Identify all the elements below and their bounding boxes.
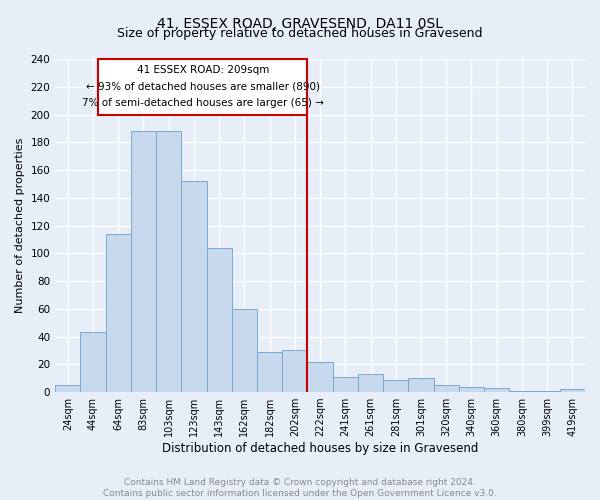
Bar	[80, 332, 106, 392]
Bar	[560, 390, 585, 392]
Text: ← 93% of detached houses are smaller (890): ← 93% of detached houses are smaller (89…	[86, 82, 320, 92]
Bar	[358, 374, 383, 392]
Bar	[106, 234, 131, 392]
Bar	[409, 378, 434, 392]
Text: 41, ESSEX ROAD, GRAVESEND, DA11 0SL: 41, ESSEX ROAD, GRAVESEND, DA11 0SL	[157, 18, 443, 32]
Bar	[307, 362, 332, 392]
Bar	[459, 386, 484, 392]
Bar	[232, 309, 257, 392]
Text: 41 ESSEX ROAD: 209sqm: 41 ESSEX ROAD: 209sqm	[137, 65, 269, 75]
Text: Contains HM Land Registry data © Crown copyright and database right 2024.
Contai: Contains HM Land Registry data © Crown c…	[103, 478, 497, 498]
Bar	[282, 350, 307, 392]
X-axis label: Distribution of detached houses by size in Gravesend: Distribution of detached houses by size …	[162, 442, 478, 455]
Bar	[509, 390, 535, 392]
Bar	[332, 377, 358, 392]
Bar	[131, 131, 156, 392]
Bar	[55, 385, 80, 392]
FancyBboxPatch shape	[98, 59, 307, 114]
Bar	[156, 131, 181, 392]
Text: Size of property relative to detached houses in Gravesend: Size of property relative to detached ho…	[117, 28, 483, 40]
Bar	[484, 388, 509, 392]
Bar	[383, 380, 409, 392]
Bar	[181, 181, 206, 392]
Text: 7% of semi-detached houses are larger (65) →: 7% of semi-detached houses are larger (6…	[82, 98, 324, 108]
Y-axis label: Number of detached properties: Number of detached properties	[15, 138, 25, 313]
Bar	[535, 390, 560, 392]
Bar	[206, 248, 232, 392]
Bar	[257, 352, 282, 392]
Bar	[434, 385, 459, 392]
